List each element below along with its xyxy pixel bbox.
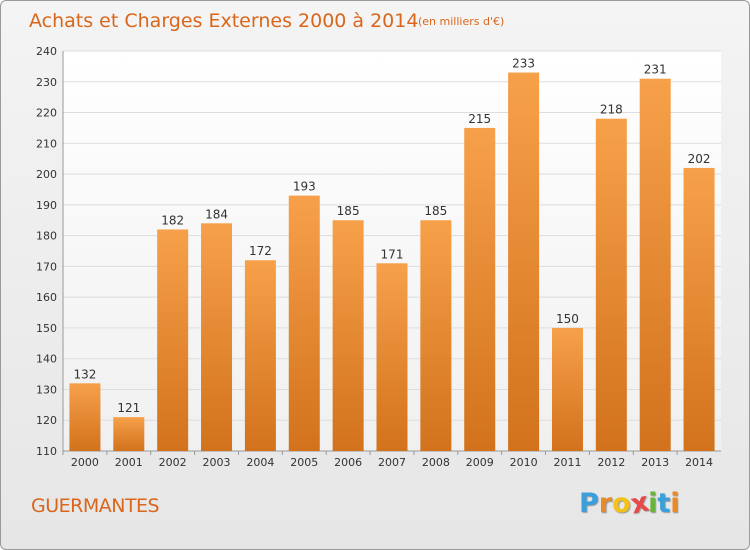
bar-2003	[201, 223, 233, 451]
place-name: GUERMANTES	[31, 495, 160, 517]
x-tick-label: 2012	[597, 456, 625, 469]
brand-letter: o	[612, 488, 631, 519]
bar-2010	[508, 72, 540, 452]
value-label: 185	[424, 204, 447, 218]
y-tick-label: 200	[36, 168, 57, 181]
value-label: 150	[556, 312, 579, 326]
value-label: 193	[293, 180, 316, 194]
x-tick-label: 2002	[159, 456, 187, 469]
value-label: 132	[73, 367, 96, 381]
brand-letter: i	[648, 488, 658, 519]
y-tick-label: 140	[36, 353, 57, 366]
y-tick-label: 110	[36, 445, 57, 458]
plot-area: 110 120 130 140 150 160 170 180 190 200 210 220 230 2…	[36, 45, 721, 469]
value-label: 202	[688, 152, 711, 166]
value-label: 185	[337, 204, 360, 218]
y-tick-label: 190	[36, 199, 57, 212]
chart-subtitle: (en milliers d'€)	[418, 15, 504, 28]
bar-2004	[244, 260, 276, 451]
bar-2013	[639, 78, 671, 451]
bar-2005	[288, 195, 320, 451]
value-label: 231	[644, 63, 667, 77]
brand-letter: t	[657, 488, 671, 519]
chart-title: Achats et Charges Externes 2000 à 2014	[29, 10, 418, 32]
y-tick-label: 160	[36, 291, 57, 304]
bar-2007	[376, 263, 408, 451]
value-label: 182	[161, 213, 184, 227]
x-tick-label: 2013	[641, 456, 669, 469]
x-tick-label: 2010	[510, 456, 538, 469]
bar-2014	[683, 167, 715, 451]
brand-letter: r	[598, 488, 613, 519]
brand-letter: P	[579, 488, 599, 519]
brand-logo: Proxiti	[579, 487, 680, 521]
y-tick-label: 170	[36, 260, 57, 273]
bar-2006	[332, 220, 364, 451]
bar-2002	[157, 229, 189, 451]
value-label: 172	[249, 244, 272, 258]
bar-2012	[595, 118, 627, 451]
x-tick-label: 2003	[203, 456, 231, 469]
x-tick-label: 2009	[466, 456, 494, 469]
y-tick-label: 120	[36, 414, 57, 427]
bar-2001	[113, 417, 145, 451]
y-tick-label: 180	[36, 230, 57, 243]
x-tick-label: 2005	[290, 456, 318, 469]
x-tick-label: 2000	[71, 456, 99, 469]
value-label: 215	[468, 112, 491, 126]
x-tick-label: 2004	[246, 456, 274, 469]
y-tick-label: 210	[36, 137, 57, 150]
x-tick-label: 2011	[553, 456, 581, 469]
bar-2009	[464, 127, 496, 451]
value-label: 121	[117, 401, 140, 415]
x-tick-label: 2001	[115, 456, 143, 469]
y-tick-label: 220	[36, 107, 57, 120]
bar-2000	[69, 383, 101, 451]
value-label: 233	[512, 57, 535, 71]
value-label: 218	[600, 103, 623, 117]
bar-2008	[420, 220, 452, 451]
bar-2011	[551, 327, 583, 451]
y-tick-label: 150	[36, 322, 57, 335]
x-tick-label: 2007	[378, 456, 406, 469]
y-tick-label: 130	[36, 383, 57, 396]
brand-letter: i	[670, 488, 680, 519]
x-tick-label: 2006	[334, 456, 362, 469]
y-tick-label: 240	[36, 45, 57, 58]
value-label: 171	[381, 247, 404, 261]
x-tick-label: 2008	[422, 456, 450, 469]
value-label: 184	[205, 207, 228, 221]
x-tick-label: 2014	[685, 456, 713, 469]
y-tick-label: 230	[36, 76, 57, 89]
